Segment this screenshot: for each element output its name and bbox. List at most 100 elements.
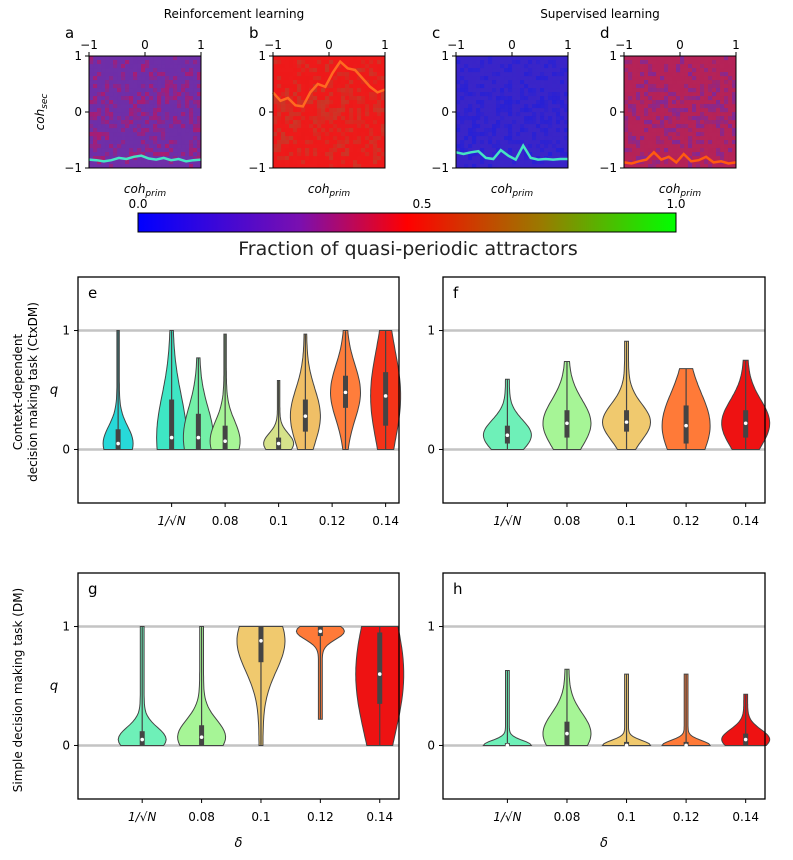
- heatmap-cell: [468, 108, 473, 113]
- heatmap-cell: [728, 80, 733, 85]
- heatmap-cell: [648, 136, 653, 141]
- heatmap-cell: [544, 60, 549, 65]
- heatmap-cell: [632, 124, 637, 129]
- heatmap-cell: [660, 132, 665, 137]
- heatmap-cell: [161, 72, 166, 77]
- heatmap-cell: [309, 124, 314, 129]
- heatmap-cell: [696, 144, 701, 149]
- heatmap-cell: [728, 164, 733, 169]
- heatmap-cell: [297, 164, 302, 169]
- heatmap-cell: [560, 104, 565, 109]
- violin-ytick-label: 0: [62, 442, 70, 456]
- heatmap-cell: [696, 140, 701, 145]
- heatmap-cell: [652, 164, 657, 169]
- heatmap-cell: [133, 104, 138, 109]
- heatmap-cell: [381, 60, 386, 65]
- heatmap-cell: [660, 136, 665, 141]
- heatmap-cell: [149, 152, 154, 157]
- heatmap-cell: [628, 104, 633, 109]
- heatmap-cell: [333, 104, 338, 109]
- heatmap-cell: [157, 76, 162, 81]
- violin-ytick-label: 0: [427, 442, 435, 456]
- heatmap-cell: [321, 88, 326, 93]
- heatmap-cell: [632, 132, 637, 137]
- heatmap-cell: [157, 164, 162, 169]
- heatmap-cell: [189, 148, 194, 153]
- heatmap-cell: [329, 120, 334, 125]
- heatmap-cell: [508, 152, 513, 157]
- heatmap-cell: [704, 120, 709, 125]
- heatmap-cell: [345, 112, 350, 117]
- heatmap-cell: [337, 100, 342, 105]
- heatmap-cell: [93, 136, 98, 141]
- heatmap-cell: [93, 80, 98, 85]
- heatmap-cell: [181, 124, 186, 129]
- violin-ytick-label: 0: [62, 738, 70, 752]
- heatmap-cell: [496, 88, 501, 93]
- heatmap-cell: [524, 132, 529, 137]
- heatmap-cell: [121, 60, 126, 65]
- heatmap-ytick-label: 0: [441, 105, 449, 119]
- violin-median: [259, 639, 263, 643]
- heatmap-cell: [708, 140, 713, 145]
- heatmap-cell: [700, 148, 705, 153]
- heatmap-cell: [281, 116, 286, 121]
- heading-supervised: Supervised learning: [540, 7, 660, 21]
- heatmap-cell: [325, 108, 330, 113]
- heatmap-cell: [293, 124, 298, 129]
- heatmap-cell: [313, 80, 318, 85]
- heatmap-cell: [185, 100, 190, 105]
- heatmap-cell: [365, 152, 370, 157]
- heatmap-cell: [189, 96, 194, 101]
- heatmap-cell: [285, 148, 290, 153]
- heatmap-cell: [329, 68, 334, 73]
- heatmap-cell: [536, 140, 541, 145]
- heatmap-cell: [524, 156, 529, 161]
- heatmap-cell: [660, 56, 665, 61]
- heatmap-cell: [289, 116, 294, 121]
- heatmap-cell: [289, 156, 294, 161]
- heatmap-cell: [724, 96, 729, 101]
- heatmap-cell: [540, 140, 545, 145]
- heatmap-cell: [476, 152, 481, 157]
- heatmap-cell: [97, 76, 102, 81]
- heatmap-cell: [672, 84, 677, 89]
- heatmap-cell: [732, 92, 737, 97]
- heatmap-cell: [696, 148, 701, 153]
- heatmap-cell: [480, 84, 485, 89]
- heatmap-cell: [381, 108, 386, 113]
- heatmap-cell: [624, 140, 629, 145]
- heatmap-cell: [321, 148, 326, 153]
- heatmap-cell: [716, 64, 721, 69]
- heatmap-cell: [129, 80, 134, 85]
- heatmap-cell: [684, 80, 689, 85]
- heatmap-cell: [484, 128, 489, 133]
- heatmap-cell: [281, 140, 286, 145]
- heatmap-cell: [680, 80, 685, 85]
- heatmap-cell: [508, 80, 513, 85]
- heatmap-cell: [492, 160, 497, 165]
- heatmap-cell: [700, 76, 705, 81]
- heatmap-cell: [484, 64, 489, 69]
- heatmap-cell: [504, 144, 509, 149]
- heatmap-cell: [684, 84, 689, 89]
- heatmap-cell: [516, 76, 521, 81]
- heatmap-cell: [560, 148, 565, 153]
- heatmap-cell: [273, 56, 278, 61]
- heatmap-cell: [173, 96, 178, 101]
- heatmap-cell: [708, 96, 713, 101]
- heatmap-cell: [496, 160, 501, 165]
- heatmap-cell: [512, 96, 517, 101]
- heatmap-cell: [704, 84, 709, 89]
- heatmap-cell: [644, 100, 649, 105]
- heatmap-cell: [460, 84, 465, 89]
- heatmap-cell: [133, 100, 138, 105]
- heatmap-cell: [301, 128, 306, 133]
- heatmap-cell: [480, 92, 485, 97]
- heatmap-cell: [476, 108, 481, 113]
- heatmap-cell: [373, 144, 378, 149]
- heatmap-cell: [369, 148, 374, 153]
- heatmap-cell: [297, 68, 302, 73]
- heatmap-cell: [724, 164, 729, 169]
